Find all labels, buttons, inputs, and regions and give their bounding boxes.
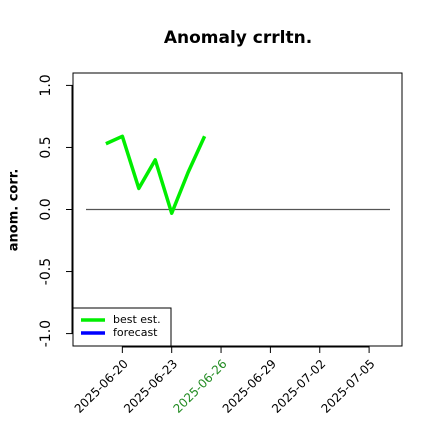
- legend-label: forecast: [113, 326, 158, 339]
- y-tick-label: 0.0: [38, 198, 54, 220]
- y-tick-label: 1.0: [38, 74, 54, 96]
- y-tick-label: -0.5: [38, 258, 54, 285]
- y-axis-label: anom. corr.: [7, 169, 22, 252]
- legend-box: [72, 307, 172, 347]
- y-tick-label: 0.5: [38, 136, 54, 158]
- y-tick-label: -1.0: [38, 320, 54, 347]
- x-tick-label: 2025-07-05: [318, 357, 377, 416]
- data-line: [105, 134, 207, 215]
- chart-title: Anomaly crrltn.: [164, 28, 312, 48]
- legend-label: best est.: [113, 313, 161, 326]
